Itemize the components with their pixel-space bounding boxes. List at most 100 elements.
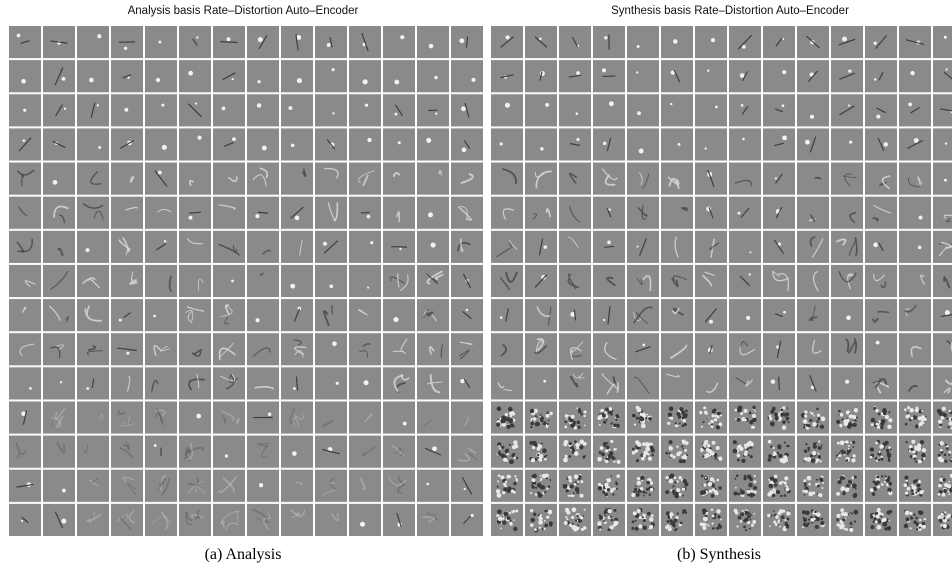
basis-tile [660,59,694,94]
basis-tile [110,127,144,162]
basis-tile [932,332,952,367]
basis-tile [144,93,178,128]
basis-tile [246,127,280,162]
basis-tile [864,332,898,367]
basis-tile [660,229,694,264]
basis-tile [212,25,246,60]
basis-tile [110,468,144,503]
basis-tile [524,161,558,196]
basis-tile [524,400,558,435]
basis-tile [110,263,144,299]
basis-tile [558,502,592,537]
basis-tile [110,195,144,230]
basis-tile [416,332,450,367]
synthesis-tiles [490,25,952,537]
basis-tile [212,59,246,94]
basis-tile [8,127,42,162]
basis-tile [144,195,178,230]
basis-tile [558,298,592,333]
basis-tile [382,332,416,367]
basis-tile [796,93,830,128]
basis-tile [728,59,762,94]
basis-tile [898,502,932,537]
basis-tile [382,93,416,128]
basis-tile [348,434,382,469]
basis-tile [660,400,694,435]
basis-tile [592,263,626,299]
basis-tile [932,434,952,469]
basis-tile [728,332,762,367]
basis-tile [898,195,932,230]
basis-tile [490,127,524,162]
basis-tile [246,298,280,333]
basis-tile [212,400,246,435]
basis-tile [280,59,314,94]
basis-tile [932,263,952,299]
basis-tile [762,263,796,299]
basis-tile [212,468,246,503]
basis-tile [246,502,280,537]
basis-tile [348,25,382,60]
basis-tile [212,195,246,230]
basis-tile [592,195,626,230]
basis-tile [416,93,450,128]
basis-tile [416,59,450,94]
basis-tile [178,127,212,162]
basis-tile [864,59,898,94]
basis-tile [490,195,524,230]
basis-tile [314,366,348,401]
basis-tile [144,502,178,537]
analysis-tiles [8,25,484,537]
basis-tile [8,434,42,469]
basis-tile [178,366,212,401]
basis-tile [592,298,626,333]
basis-tile [490,468,524,503]
basis-tile [694,229,728,264]
basis-tile [280,229,314,264]
basis-tile [864,195,898,230]
basis-tile [524,332,558,367]
basis-tile [830,161,864,196]
basis-tile [558,332,592,367]
basis-tile [280,93,314,128]
basis-tile [314,468,348,503]
basis-tile [796,366,830,401]
basis-tile [490,59,524,94]
basis-tile [42,468,76,503]
basis-tile [694,161,728,196]
basis-tile [626,127,660,162]
basis-tile [558,263,592,299]
basis-tile [212,263,246,299]
basis-tile [450,298,484,333]
basis-tile [762,366,796,401]
basis-tile [382,400,416,435]
basis-tile [694,195,728,230]
basis-tile [762,59,796,94]
basis-tile [592,59,626,94]
basis-tile [694,468,728,503]
basis-tile [42,161,76,196]
basis-tile [558,93,592,128]
basis-tile [416,366,450,401]
basis-tile [382,366,416,401]
basis-tile [212,434,246,469]
basis-tile [490,25,524,60]
basis-tile [8,502,42,537]
basis-tile [280,366,314,401]
basis-tile [558,468,592,503]
basis-tile [796,332,830,367]
basis-tile [178,25,212,60]
basis-tile [762,161,796,196]
basis-tile [450,502,484,537]
basis-tile [450,400,484,435]
basis-tile [660,195,694,230]
basis-tile [558,127,592,162]
basis-tile [178,59,212,94]
basis-tile [178,195,212,230]
basis-tile [490,332,524,367]
basis-tile [246,161,280,196]
basis-tile [626,263,660,299]
basis-tile [348,468,382,503]
basis-tile [796,263,830,299]
basis-tile [932,229,952,264]
